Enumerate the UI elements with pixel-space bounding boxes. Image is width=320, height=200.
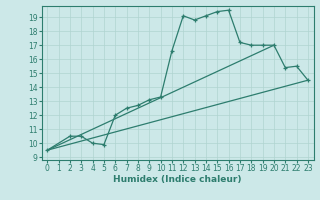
X-axis label: Humidex (Indice chaleur): Humidex (Indice chaleur) <box>113 175 242 184</box>
